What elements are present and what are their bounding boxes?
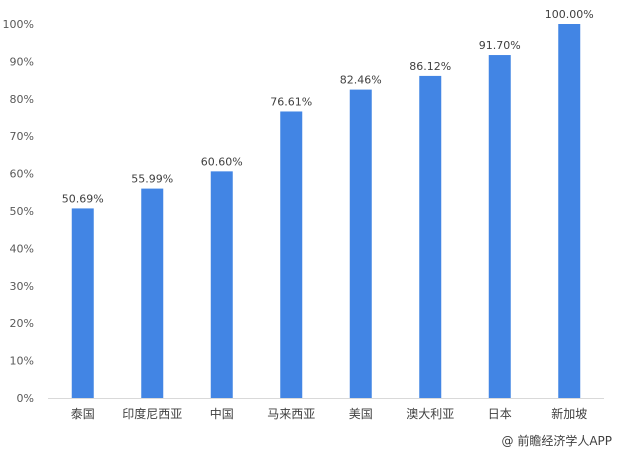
y-tick-label: 90%: [10, 55, 34, 68]
category-label: 马来西亚: [267, 407, 315, 421]
y-tick-label: 0%: [17, 392, 34, 405]
y-tick-label: 70%: [10, 130, 34, 143]
category-label: 中国: [210, 406, 234, 421]
data-label: 55.99%: [131, 173, 173, 186]
y-tick-label: 10%: [10, 355, 34, 368]
bar: [488, 55, 511, 399]
data-label: 50.69%: [62, 192, 104, 205]
bar: [349, 89, 372, 398]
y-tick-label: 60%: [10, 168, 34, 181]
data-label: 82.46%: [340, 74, 382, 87]
y-tick-label: 30%: [10, 280, 34, 293]
watermark: @ 前瞻经济学人APP: [501, 434, 613, 448]
bar: [71, 208, 94, 398]
y-tick-label: 80%: [10, 93, 34, 106]
category-label: 泰国: [71, 407, 95, 421]
y-tick-label: 100%: [3, 18, 34, 31]
data-label: 60.60%: [201, 155, 243, 168]
y-tick-label: 20%: [10, 317, 34, 330]
y-tick-label: 50%: [10, 205, 34, 218]
data-label: 86.12%: [409, 60, 451, 73]
category-label: 美国: [349, 407, 373, 421]
bar: [558, 24, 581, 398]
bar: [141, 188, 164, 398]
bar: [280, 111, 303, 398]
y-tick-label: 40%: [10, 242, 34, 255]
data-label: 100.00%: [545, 8, 594, 21]
data-label: 91.70%: [479, 39, 521, 52]
bar: [419, 75, 442, 399]
category-label: 新加坡: [551, 406, 587, 421]
category-label: 日本: [488, 407, 512, 421]
data-label: 76.61%: [270, 95, 312, 108]
category-label: 澳大利亚: [406, 407, 454, 421]
bar: [210, 171, 233, 398]
category-label: 印度尼西亚: [122, 406, 182, 421]
